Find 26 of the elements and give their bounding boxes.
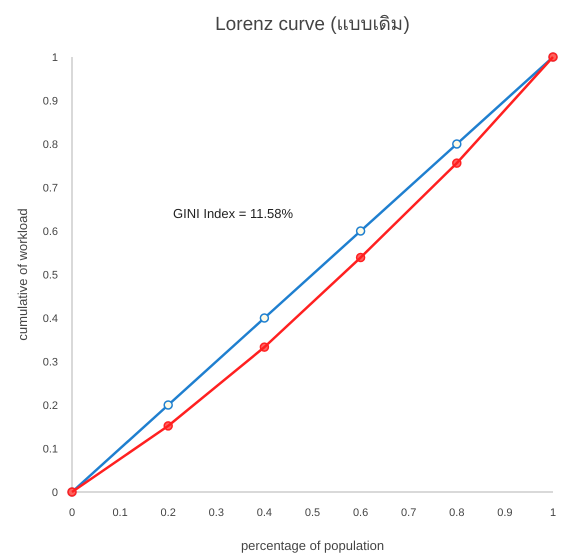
- y-tick-label: 0.9: [42, 96, 58, 108]
- y-tick-label: 0.8: [42, 139, 58, 151]
- x-tick-label: 0.5: [304, 507, 320, 519]
- x-tick-label: 0.3: [208, 507, 224, 519]
- y-tick-label: 0: [52, 487, 58, 499]
- x-tick-label: 0: [68, 507, 76, 519]
- y-tick-label: 0.6: [42, 226, 58, 238]
- y-axis-title: cumulative of workload: [15, 208, 30, 341]
- x-tick-label: 0.7: [401, 507, 416, 519]
- y-tick-label: 0.2: [42, 400, 58, 412]
- y-tick-label: 0.4: [42, 313, 58, 325]
- x-tick-label: 0.4: [256, 507, 272, 519]
- y-tick-label: 0.1: [42, 444, 58, 456]
- x-tick-label: 0.2: [160, 507, 176, 519]
- x-tick-label: 0.1: [112, 507, 128, 519]
- annotation: GINI Index = 11.58%: [173, 206, 294, 221]
- y-tick-label: 0.3: [42, 356, 58, 368]
- x-axis-title: percentage of population: [240, 538, 384, 553]
- y-tick-label: 1: [52, 52, 58, 64]
- x-tick-label: 0.8: [449, 507, 464, 519]
- x-tick-label: 1: [550, 507, 556, 519]
- y-tick-label: 0.5: [42, 270, 58, 282]
- x-tick-label: 0.9: [497, 507, 513, 519]
- y-tick-label: 0.7: [42, 182, 58, 194]
- chart-title: Lorenz curve (แบบเดิม): [215, 14, 410, 35]
- x-tick-label: 0.6: [352, 507, 368, 519]
